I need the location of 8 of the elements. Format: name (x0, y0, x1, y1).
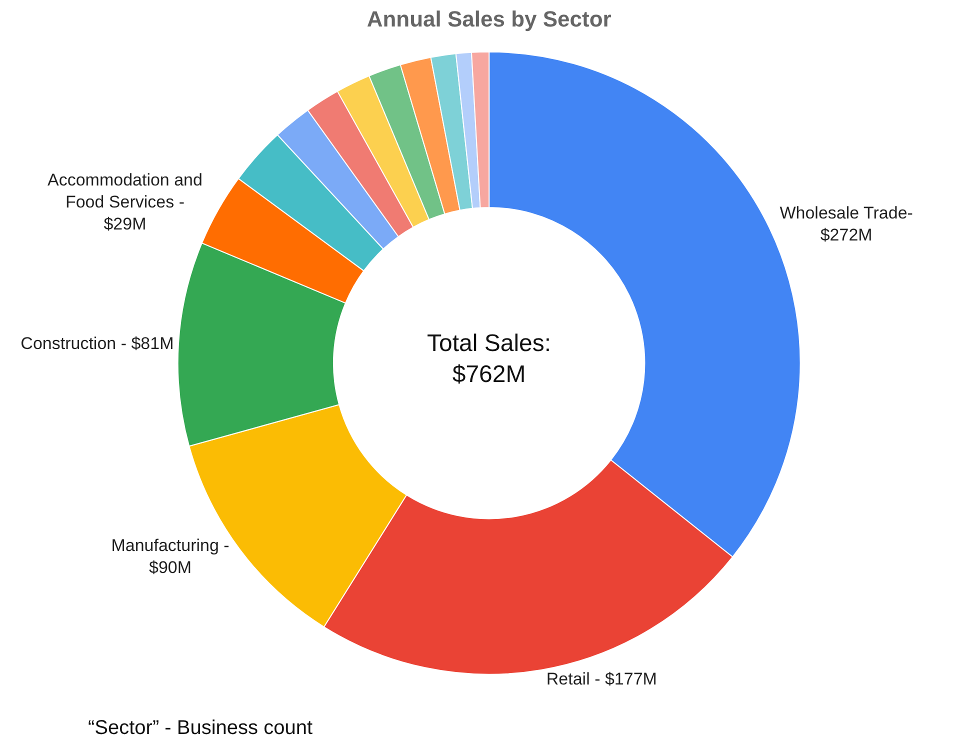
slice-label: Wholesale Trade- $272M (780, 204, 913, 245)
slice-label: Retail - $177M (546, 670, 657, 689)
slice-label: Construction - $81M (20, 334, 174, 354)
chart-title: Annual Sales by Sector (366, 6, 612, 32)
text: Total Sales: $762M (427, 330, 552, 388)
text: “Sector” - Business count (88, 717, 313, 739)
slice-label: Manufacturing - $90M (111, 536, 230, 578)
slice-label: Accommodation and Food Services - $29M (47, 170, 202, 234)
